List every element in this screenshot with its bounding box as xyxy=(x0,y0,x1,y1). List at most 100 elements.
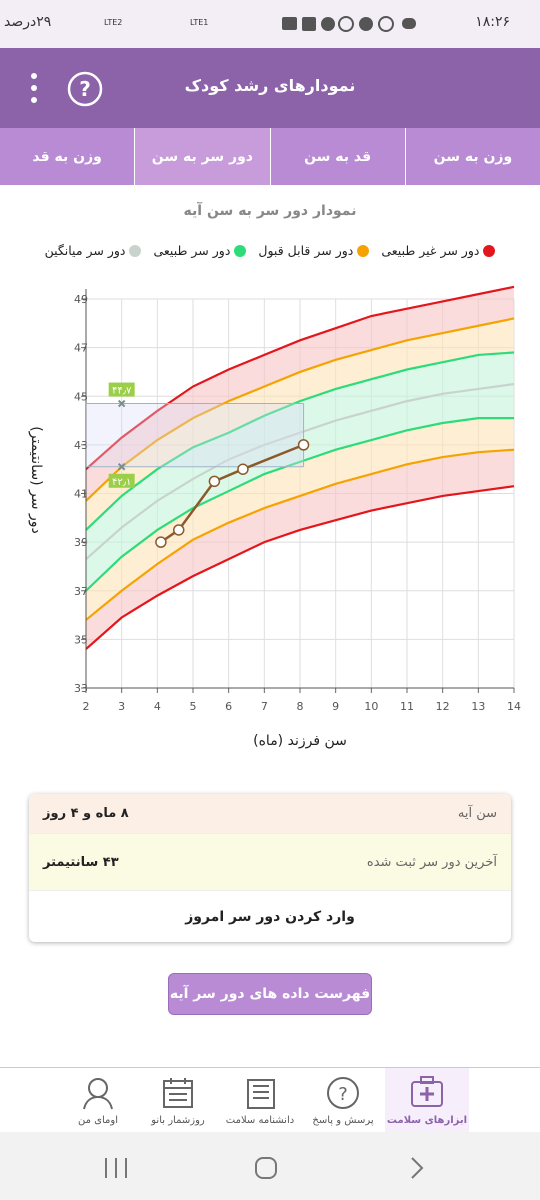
status-bar: ۱۸:۲۶ ۲۹درصد LTE2 LTE1 xyxy=(0,0,540,48)
x-axis-label: سن فرزند (ماه) xyxy=(253,733,347,749)
x-tick-label: 9 xyxy=(332,700,339,713)
info-row: آخرین دور سر ثبت شده ۴۳ سانتیمتر xyxy=(29,833,511,890)
annotation-box xyxy=(108,473,135,488)
chart-title: نمودار دور سر به سن آیه xyxy=(183,203,357,219)
x-tick-label: 10 xyxy=(364,700,378,713)
tab-bar: وزن به سن قد به سن دور سر به سن وزن به ق… xyxy=(0,128,540,185)
curve xyxy=(85,351,515,531)
nav-label: دانشنامه سلامت xyxy=(225,1115,295,1126)
annotation-label: ۴۲٫۱ xyxy=(112,477,131,488)
nav-label: اومای من xyxy=(78,1115,118,1126)
tab-active[interactable]: دور سر به سن xyxy=(134,128,270,185)
tab[interactable]: قد به سن xyxy=(269,128,405,185)
nav-item[interactable]: روزشمار بانو xyxy=(136,1068,220,1132)
nav-icon xyxy=(247,1079,275,1109)
battery-text: ۲۹درصد xyxy=(4,14,52,30)
x-tick-label: 6 xyxy=(225,700,232,713)
x-tick-label: 3 xyxy=(118,700,125,713)
nav-item[interactable]: اومای من xyxy=(56,1068,140,1132)
y-tick-label: 39 xyxy=(74,536,88,549)
band-fill xyxy=(86,352,514,591)
x-tick-label: 14 xyxy=(507,700,521,713)
add-button[interactable]: وارد کردن دور سر امروز xyxy=(29,890,511,942)
annotation-mark xyxy=(117,463,126,471)
app-actions[interactable]: ? xyxy=(20,70,110,110)
legend-label: دور سر میانگین xyxy=(44,243,126,258)
list-button[interactable]: فهرست داده های دور سر آیه xyxy=(168,973,372,1015)
legend-item: دور سر میانگین xyxy=(45,243,142,258)
y-tick-label: 45 xyxy=(74,390,88,403)
curve xyxy=(85,485,515,650)
legend-swatch xyxy=(357,245,370,257)
y-tick-label: 47 xyxy=(74,342,88,355)
y-tick-label: 41 xyxy=(74,488,88,501)
y-tick-label: 49 xyxy=(74,293,88,306)
x-tick-label: 8 xyxy=(297,700,304,713)
legend-label: دور سر طبیعی xyxy=(153,243,231,258)
nav-label: ابزارهای سلامت xyxy=(386,1115,468,1126)
curve xyxy=(85,317,515,502)
legend: دور سر غیر طبیعی دور سر قابل قبول دور سر ط… xyxy=(0,243,540,258)
nav-label: روزشمار بانو xyxy=(151,1115,205,1126)
legend-item: دور سر غیر طبیعی xyxy=(381,243,496,258)
band-fill xyxy=(86,418,514,620)
tab[interactable]: وزن به قد xyxy=(32,148,102,165)
band-fill xyxy=(86,318,514,530)
nav-item[interactable]: ابزارهای سلامت xyxy=(385,1068,469,1132)
info-label: آخرین دور سر ثبت شده xyxy=(366,854,497,870)
legend-label: دور سر غیر طبیعی xyxy=(381,243,480,258)
info-value: ۸ ماه و ۴ روز xyxy=(43,806,129,821)
x-tick-label: 11 xyxy=(400,700,414,713)
legend-swatch xyxy=(234,245,247,257)
tab[interactable]: وزن به سن xyxy=(404,128,540,185)
status-icons xyxy=(282,16,416,32)
nav-icon xyxy=(83,1078,113,1110)
annotation-box xyxy=(108,382,135,397)
range-highlight xyxy=(86,403,304,467)
y-tick-label: 33 xyxy=(74,682,88,695)
nav-icon xyxy=(411,1076,443,1107)
clock: ۱۸:۲۶ xyxy=(475,14,510,30)
x-tick-label: 2 xyxy=(83,700,90,713)
measurement-point xyxy=(155,536,167,548)
legend-item: دور سر قابل قبول xyxy=(258,243,370,258)
nav-item[interactable]: ? پرسش و پاسخ xyxy=(301,1068,385,1132)
nav-label: پرسش و پاسخ xyxy=(312,1115,374,1126)
legend-swatch xyxy=(483,245,496,257)
app-bar: نمودارهای رشد کودک ? xyxy=(0,48,540,128)
y-tick-label: 35 xyxy=(74,633,88,646)
bottom-nav: ابزارهای سلامت ? پرسش و پاسخ دانشنامه سل… xyxy=(0,1067,540,1132)
band-fill xyxy=(86,449,514,650)
x-tick-label: 4 xyxy=(154,700,161,713)
network-label: LTE1 xyxy=(190,18,209,27)
curve xyxy=(85,448,515,621)
nav-item[interactable]: دانشنامه سلامت xyxy=(218,1068,302,1132)
network-label: LTE2 xyxy=(104,18,123,27)
annotation-mark xyxy=(117,399,126,408)
measurement-point xyxy=(297,439,310,451)
legend-label: دور سر قابل قبول xyxy=(258,243,354,258)
curve xyxy=(85,285,515,471)
curve xyxy=(85,417,514,592)
measurement-point xyxy=(208,475,221,488)
info-value: ۴۳ سانتیمتر xyxy=(43,854,119,870)
x-tick-label: 7 xyxy=(261,700,268,713)
x-tick-label: 5 xyxy=(190,700,197,713)
info-card: سن آیه ۸ ماه و ۴ روز آخرین دور سر ثبت شد… xyxy=(29,794,511,942)
svg-text:?: ? xyxy=(79,77,91,101)
legend-swatch xyxy=(129,245,142,257)
x-tick-label: 12 xyxy=(436,700,450,713)
app-title: نمودارهای رشد کودک xyxy=(184,76,356,95)
svg-text:?: ? xyxy=(338,1084,348,1105)
measurement-point xyxy=(237,463,249,475)
nav-icon: ? xyxy=(327,1077,359,1109)
legend-item: دور سر طبیعی xyxy=(153,243,247,258)
measurement-point xyxy=(172,524,185,536)
y-tick-label: 37 xyxy=(74,585,88,598)
y-axis-label: دور سر (سانتیمتر) xyxy=(28,426,44,533)
system-nav xyxy=(0,1132,540,1200)
annotation-label: ۴۴٫۷ xyxy=(112,386,132,397)
nav-icon xyxy=(163,1078,193,1108)
